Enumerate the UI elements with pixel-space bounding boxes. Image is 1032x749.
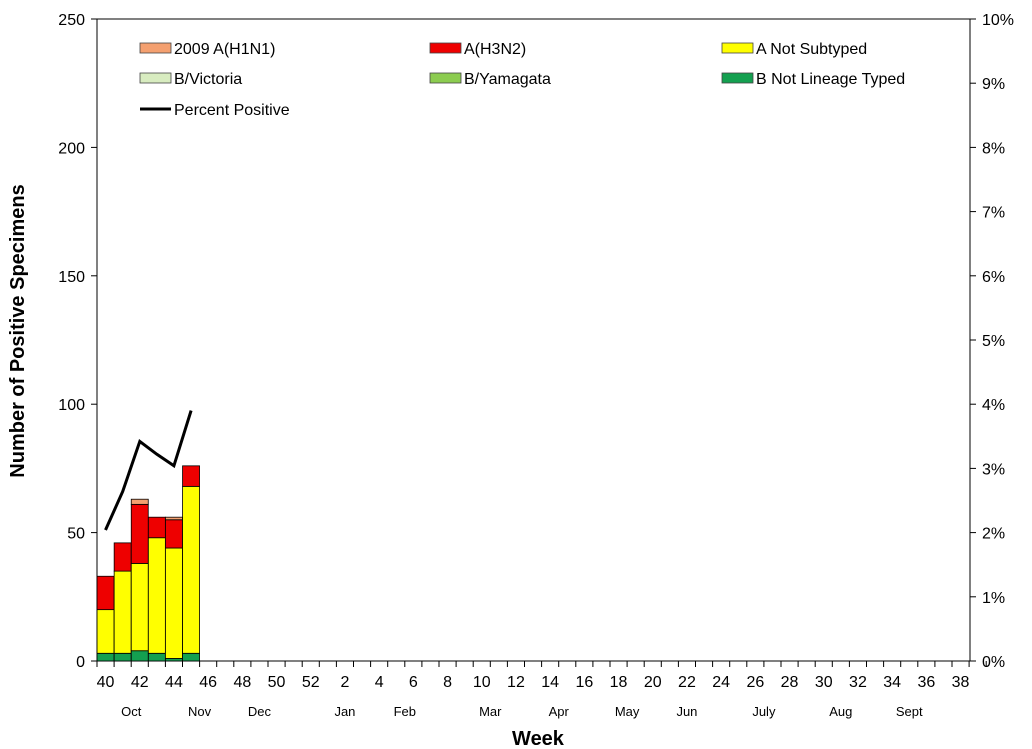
bar-segment <box>130 563 149 652</box>
legend-label: B/Yamagata <box>464 71 551 88</box>
x-tick-label: 12 <box>507 674 525 691</box>
x-tick-label: 16 <box>575 674 593 691</box>
bar-segment <box>96 609 115 654</box>
month-label: Dec <box>248 704 272 719</box>
legend-label: B Not Lineage Typed <box>756 71 905 88</box>
y2-tick-label: 6% <box>982 269 1005 286</box>
x-tick-label: 14 <box>541 674 559 691</box>
x-tick-label: 28 <box>781 674 799 691</box>
x-tick-label: 36 <box>917 674 935 691</box>
bar-segment <box>96 575 115 611</box>
percent-positive-line-group <box>104 410 193 531</box>
month-label: Jun <box>676 704 697 719</box>
month-label: Apr <box>549 704 570 719</box>
bar-segment <box>182 485 200 654</box>
bar-segment <box>165 516 183 521</box>
y-tick-label: 250 <box>58 12 85 29</box>
legend-swatch <box>429 42 462 54</box>
y-tick-label: 150 <box>58 269 85 286</box>
y2-tick-label: 8% <box>982 140 1005 157</box>
y2-tick-label: 10% <box>982 12 1014 29</box>
legend: 2009 A(H1N1) A(H3N2) A Not Subtyped B/Victo… <box>139 41 905 119</box>
x-tick-label: 22 <box>678 674 696 691</box>
bar-segment <box>130 503 149 564</box>
y-tick-label: 100 <box>58 397 85 414</box>
y2-tick-label: 2% <box>982 526 1005 543</box>
month-label: July <box>752 704 776 719</box>
bar-segment <box>147 516 166 539</box>
x-tick-label: 42 <box>131 674 149 691</box>
x-tick-label: 46 <box>199 674 217 691</box>
bar-segment <box>147 652 166 662</box>
x-axis-title: Week <box>512 728 565 749</box>
x-tick-label: 38 <box>952 674 970 691</box>
y-axis: 0 50 100 150 200 250 <box>58 12 97 671</box>
x-tick-label: 40 <box>97 674 115 691</box>
y2-tick-label: 0% <box>982 654 1005 671</box>
x-tick-label: 26 <box>746 674 764 691</box>
month-label: Sept <box>896 704 923 719</box>
month-label: Oct <box>121 704 142 719</box>
x-tick-label: 50 <box>268 674 286 691</box>
legend-label: A(H3N2) <box>464 41 526 58</box>
x-tick-label: 32 <box>849 674 867 691</box>
y2-tick-label: 5% <box>982 333 1005 350</box>
legend-label: B/Victoria <box>174 71 242 88</box>
legend-label: A Not Subtyped <box>756 41 867 58</box>
x-tick-label: 4 <box>375 674 384 691</box>
x-tick-label: 34 <box>883 674 901 691</box>
y-tick-label: 200 <box>58 140 85 157</box>
legend-label: Percent Positive <box>174 102 290 119</box>
month-label: Mar <box>479 704 502 719</box>
y-tick-label: 50 <box>67 526 85 543</box>
bar-segment <box>182 465 200 487</box>
month-label: Aug <box>829 704 852 719</box>
percent-positive-line <box>104 410 193 531</box>
month-label: Jan <box>334 704 355 719</box>
x-tick-label: 2 <box>340 674 349 691</box>
x-tick-label: 30 <box>815 674 833 691</box>
bar-segment <box>165 519 183 549</box>
y2-tick-label: 9% <box>982 76 1005 93</box>
x-tick-label: 10 <box>473 674 491 691</box>
x-tick-label: 52 <box>302 674 320 691</box>
x-tick-label: 6 <box>409 674 418 691</box>
month-label: Feb <box>394 704 416 719</box>
legend-label: 2009 A(H1N1) <box>174 41 275 58</box>
bar-segment <box>113 542 132 572</box>
bar-segment <box>165 547 183 659</box>
legend-swatch <box>139 42 172 54</box>
x-axis: 40 42 44 46 48 50 52 2 4 6 8 10 12 14 16 18 20 22 24 26 28 30… <box>96 661 987 719</box>
y2-tick-label: 3% <box>982 461 1005 478</box>
legend-swatch <box>721 42 754 54</box>
y2-tick-label: 1% <box>982 590 1005 607</box>
y-tick-label: 0 <box>76 654 85 671</box>
bar-segment <box>130 498 149 505</box>
y2-tick-label: 4% <box>982 397 1005 414</box>
legend-swatch <box>139 72 172 84</box>
month-label: May <box>615 704 640 719</box>
legend-swatch <box>721 72 754 84</box>
bar-segment <box>113 652 132 662</box>
x-tick-label: 18 <box>610 674 628 691</box>
y2-tick-label: 7% <box>982 205 1005 222</box>
x-tick-label: 24 <box>712 674 730 691</box>
bar-segment <box>182 652 200 662</box>
bars-group <box>96 465 200 662</box>
y2-axis: 0% 1% 2% 3% 4% 5% 6% 7% 8% 9% 10% <box>970 12 1014 671</box>
x-tick-label: 20 <box>644 674 662 691</box>
month-label: Nov <box>188 704 212 719</box>
bar-segment <box>96 652 115 662</box>
x-tick-label: 8 <box>443 674 452 691</box>
bar-segment <box>130 650 149 662</box>
bar-segment <box>113 570 132 654</box>
x-tick-label: 44 <box>165 674 183 691</box>
plot-area <box>96 18 971 662</box>
bar-segment <box>147 537 166 654</box>
x-tick-label: 48 <box>233 674 251 691</box>
y-axis-title: Number of Positive Specimens <box>7 184 29 477</box>
legend-swatch <box>429 72 462 84</box>
